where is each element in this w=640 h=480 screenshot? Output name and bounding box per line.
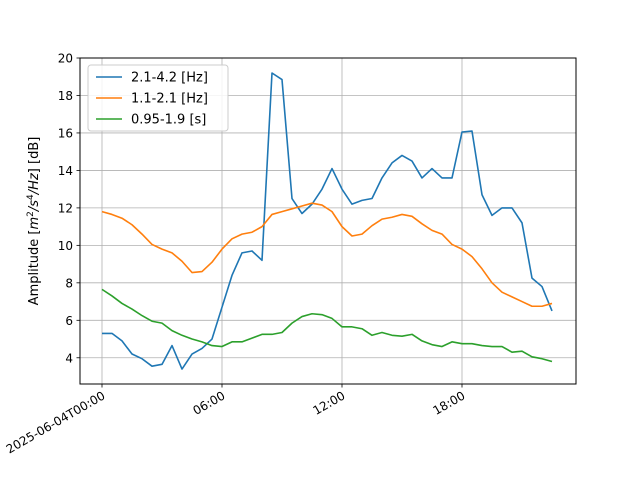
y-tick-label: 4 <box>65 351 73 365</box>
y-tick-label: 18 <box>58 89 73 103</box>
y-axis-label: Amplitude [m2/s4/Hz] [dB] <box>26 137 42 306</box>
y-tick-label: 16 <box>58 126 73 140</box>
legend-entry-3: 0.95-1.9 [s] <box>131 113 206 128</box>
plot-frame <box>79 57 577 385</box>
legend-box <box>87 64 229 132</box>
y-tick-label: 10 <box>58 239 73 253</box>
series-line-3 <box>101 288 553 363</box>
y-tick-label: 14 <box>58 164 73 178</box>
y-tick-label: 6 <box>65 314 73 328</box>
y-tick-label: 8 <box>65 276 73 290</box>
legend: 2.1-4.2 [Hz] 1.1-2.1 [Hz] 0.95-1.9 [s] <box>87 64 229 132</box>
legend-entry-2: 1.1-2.1 [Hz] <box>131 92 208 107</box>
series-line-2 <box>101 202 553 308</box>
series-line-1 <box>102 72 553 370</box>
y-tick-label: 12 <box>58 201 73 215</box>
plot-series <box>101 72 553 370</box>
y-tick-label: 20 <box>58 52 73 66</box>
legend-entry-1: 2.1-4.2 [Hz] <box>131 71 208 86</box>
